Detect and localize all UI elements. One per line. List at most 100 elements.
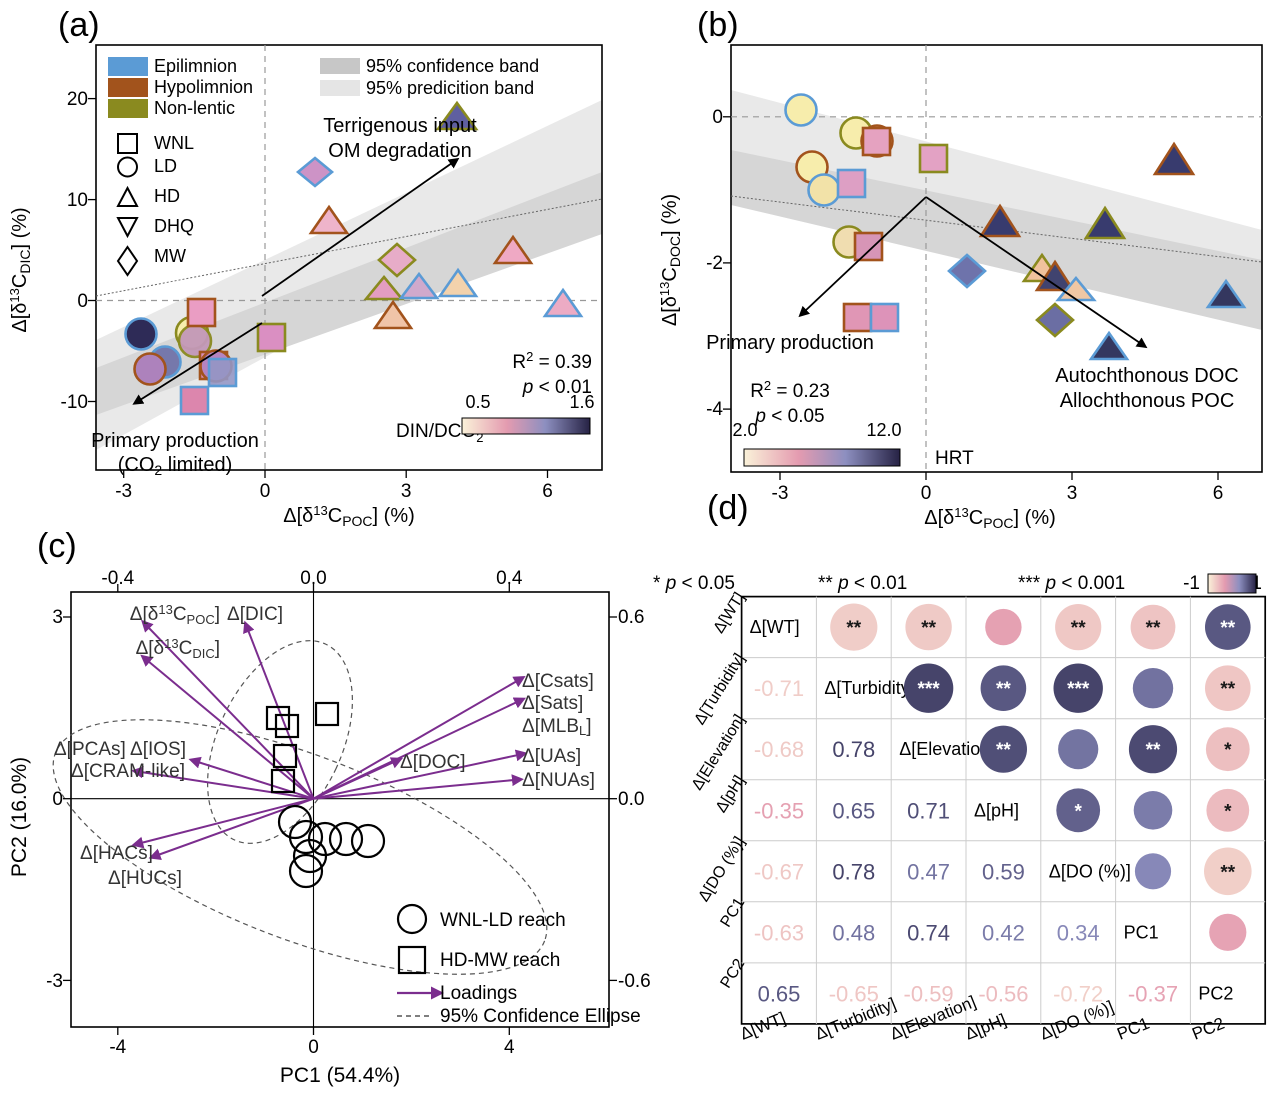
svg-text:PC1: PC1 — [717, 895, 748, 930]
svg-text:Δ[PCAs] Δ[IOS]: Δ[PCAs] Δ[IOS] — [54, 739, 186, 760]
svg-text:***: *** — [918, 679, 941, 700]
svg-text:0.42: 0.42 — [982, 920, 1025, 945]
svg-text:**: ** — [996, 740, 1011, 761]
svg-text:0.47: 0.47 — [907, 859, 950, 884]
svg-text:OM degradation: OM degradation — [328, 140, 471, 162]
svg-text:**: ** — [1220, 618, 1235, 639]
svg-text:0.78: 0.78 — [832, 737, 875, 762]
svg-text:**: ** — [1220, 679, 1235, 700]
svg-text:4: 4 — [504, 1037, 515, 1058]
svg-text:Δ[DOC]: Δ[DOC] — [400, 752, 465, 773]
svg-text:Δ[NUAs]: Δ[NUAs] — [522, 770, 595, 791]
svg-text:0: 0 — [77, 291, 88, 312]
svg-text:PC2 (16.0%): PC2 (16.0%) — [8, 757, 31, 877]
svg-text:**: ** — [1146, 740, 1161, 761]
svg-text:95% confidence band: 95% confidence band — [366, 56, 539, 76]
svg-text:Δ[Turbidity]: Δ[Turbidity] — [824, 678, 914, 698]
svg-text:Δ[DO (%)]: Δ[DO (%)] — [695, 834, 748, 905]
svg-text:Δ[DO (%)]: Δ[DO (%)] — [1049, 861, 1131, 881]
svg-text:*: * — [1224, 740, 1232, 761]
svg-text:95% predicition band: 95% predicition band — [366, 78, 534, 98]
svg-text:** p < 0.01: ** p < 0.01 — [818, 573, 907, 594]
svg-text:Δ[HUCs]: Δ[HUCs] — [108, 868, 182, 889]
svg-text:0.34: 0.34 — [1057, 920, 1100, 945]
svg-text:Hypolimnion: Hypolimnion — [154, 77, 253, 97]
svg-text:Δ[pH]: Δ[pH] — [974, 800, 1019, 820]
svg-text:0.65: 0.65 — [832, 798, 875, 823]
svg-text:MW: MW — [154, 246, 186, 266]
svg-text:Δ[δ13CDIC] (%): Δ[δ13CDIC] (%) — [7, 207, 33, 332]
svg-text:-1: -1 — [1183, 573, 1200, 594]
svg-text:Δ[pH]: Δ[pH] — [962, 1010, 1009, 1044]
svg-text:2.0: 2.0 — [732, 420, 757, 440]
svg-text:-0.37: -0.37 — [1128, 981, 1178, 1006]
svg-text:0: 0 — [260, 481, 271, 502]
svg-text:0.74: 0.74 — [907, 920, 950, 945]
svg-text:PC1 (54.4%): PC1 (54.4%) — [280, 1064, 400, 1087]
svg-text:PC2: PC2 — [717, 956, 748, 991]
svg-text:Δ[WT]: Δ[WT] — [710, 590, 748, 637]
svg-text:*: * — [1224, 801, 1232, 822]
svg-text:0.5: 0.5 — [465, 392, 490, 412]
svg-text:Δ[δ13CDOC] (%): Δ[δ13CDOC] (%) — [657, 194, 683, 326]
svg-text:HD: HD — [154, 186, 180, 206]
svg-text:6: 6 — [1213, 483, 1224, 504]
svg-text:-0.6: -0.6 — [618, 971, 651, 992]
svg-text:Δ[DIC]: Δ[DIC] — [227, 604, 283, 625]
svg-text:0: 0 — [921, 483, 932, 504]
svg-text:1.6: 1.6 — [569, 392, 594, 412]
svg-text:20: 20 — [67, 89, 88, 110]
svg-text:*: * — [1074, 801, 1082, 822]
svg-text:LD: LD — [154, 156, 177, 176]
svg-text:0.59: 0.59 — [982, 859, 1025, 884]
svg-text:**: ** — [846, 618, 861, 639]
svg-text:Δ[UAs]: Δ[UAs] — [522, 746, 581, 767]
svg-text:**: ** — [1220, 862, 1235, 883]
svg-text:Non-lentic: Non-lentic — [154, 98, 235, 118]
svg-text:R2 = 0.23: R2 = 0.23 — [750, 378, 830, 402]
svg-text:3: 3 — [401, 481, 412, 502]
svg-text:-0.71: -0.71 — [754, 676, 804, 701]
svg-text:HD-MW reach: HD-MW reach — [440, 950, 560, 971]
svg-text:Δ[Csats]: Δ[Csats] — [522, 671, 594, 692]
svg-text:-3: -3 — [46, 971, 63, 992]
svg-text:Δ[δ13CPOC] (%): Δ[δ13CPOC] (%) — [924, 505, 1056, 531]
svg-text:Δ[HACs]: Δ[HACs] — [80, 843, 153, 864]
svg-text:p < 0.05: p < 0.05 — [754, 406, 824, 427]
svg-text:PC1: PC1 — [1124, 922, 1159, 942]
svg-text:*** p < 0.001: *** p < 0.001 — [1018, 573, 1125, 594]
svg-text:Allochthonous POC: Allochthonous POC — [1060, 390, 1235, 412]
svg-text:* p < 0.05: * p < 0.05 — [653, 573, 735, 594]
svg-text:R2 = 0.39: R2 = 0.39 — [512, 349, 592, 373]
svg-text:0: 0 — [712, 107, 723, 128]
svg-text:0.6: 0.6 — [618, 607, 644, 628]
svg-text:-0.68: -0.68 — [754, 737, 804, 762]
svg-text:PC2: PC2 — [1198, 983, 1233, 1003]
svg-text:PC2: PC2 — [1189, 1014, 1227, 1044]
svg-text:-2: -2 — [706, 253, 723, 274]
svg-text:-4: -4 — [706, 399, 723, 420]
svg-text:95% Confidence Ellipse: 95% Confidence Ellipse — [440, 1006, 641, 1027]
svg-text:-3: -3 — [115, 481, 132, 502]
svg-text:Primary production: Primary production — [91, 430, 259, 452]
svg-text:12.0: 12.0 — [866, 420, 901, 440]
svg-text:***: *** — [1067, 679, 1090, 700]
svg-text:Δ[WT]: Δ[WT] — [737, 1008, 788, 1043]
svg-text:-3: -3 — [772, 483, 789, 504]
svg-text:0.78: 0.78 — [832, 859, 875, 884]
svg-text:(c): (c) — [37, 527, 77, 565]
svg-text:PC1: PC1 — [1114, 1014, 1152, 1044]
svg-text:Δ[δ13CPOC]: Δ[δ13CPOC] — [130, 602, 220, 627]
svg-text:-0.56: -0.56 — [978, 981, 1028, 1006]
svg-text:**: ** — [1071, 618, 1086, 639]
svg-text:HRT: HRT — [935, 448, 974, 469]
svg-text:3: 3 — [1067, 483, 1078, 504]
svg-text:-0.35: -0.35 — [754, 798, 804, 823]
svg-text:-4: -4 — [109, 1037, 126, 1058]
svg-text:**: ** — [921, 618, 936, 639]
svg-text:Epilimnion: Epilimnion — [154, 56, 237, 76]
svg-text:Δ[Sats]: Δ[Sats] — [522, 693, 583, 714]
svg-text:DHQ: DHQ — [154, 216, 194, 236]
svg-text:Autochthonous DOC: Autochthonous DOC — [1055, 365, 1238, 387]
svg-text:Δ[pH]: Δ[pH] — [713, 773, 749, 816]
